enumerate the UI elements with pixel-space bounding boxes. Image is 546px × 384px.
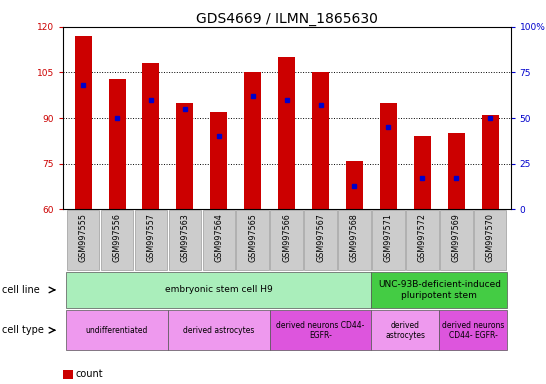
Text: GSM997568: GSM997568 [350, 213, 359, 262]
Text: cell type: cell type [2, 325, 44, 335]
Bar [278, 57, 295, 209]
Text: derived
astrocytes: derived astrocytes [385, 321, 425, 340]
Bar [210, 112, 227, 209]
Text: UNC-93B-deficient-induced
pluripotent stem: UNC-93B-deficient-induced pluripotent st… [378, 280, 501, 300]
Bar [482, 115, 498, 209]
Bar [203, 210, 235, 270]
Bar [66, 272, 371, 308]
Bar [135, 210, 167, 270]
Text: derived astrocytes: derived astrocytes [183, 326, 254, 335]
Bar [75, 36, 92, 209]
Text: GSM997566: GSM997566 [282, 213, 291, 262]
Text: cell line: cell line [2, 285, 39, 295]
Text: embryonic stem cell H9: embryonic stem cell H9 [165, 285, 272, 295]
Text: count: count [76, 369, 104, 379]
Bar [304, 210, 337, 270]
Bar [474, 210, 507, 270]
Bar [448, 133, 465, 209]
Bar [244, 73, 261, 209]
Bar [440, 310, 507, 350]
Text: GSM997565: GSM997565 [248, 213, 257, 262]
Text: GSM997571: GSM997571 [384, 213, 393, 262]
Text: derived neurons CD44-
EGFR-: derived neurons CD44- EGFR- [276, 321, 365, 340]
Bar [406, 210, 438, 270]
Bar [168, 310, 270, 350]
Bar [371, 310, 440, 350]
Bar [372, 210, 405, 270]
Text: derived neurons
CD44- EGFR-: derived neurons CD44- EGFR- [442, 321, 505, 340]
Text: GSM997557: GSM997557 [146, 213, 156, 262]
Bar [338, 210, 371, 270]
Bar [414, 136, 431, 209]
Bar [66, 310, 168, 350]
Text: undifferentiated: undifferentiated [86, 326, 149, 335]
Bar [143, 63, 159, 209]
Bar [371, 272, 507, 308]
Text: GSM997555: GSM997555 [79, 213, 88, 262]
Bar [63, 370, 73, 379]
Text: GSM997567: GSM997567 [316, 213, 325, 262]
Text: GSM997564: GSM997564 [215, 213, 223, 262]
Bar [270, 210, 303, 270]
Bar [270, 310, 371, 350]
Bar [67, 210, 99, 270]
Text: GSM997572: GSM997572 [418, 213, 427, 262]
Bar [176, 103, 193, 209]
Text: GSM997563: GSM997563 [180, 213, 189, 262]
Text: GSM997556: GSM997556 [112, 213, 122, 262]
Bar [312, 73, 329, 209]
Bar [346, 161, 363, 209]
Text: GSM997569: GSM997569 [452, 213, 461, 262]
Bar [169, 210, 201, 270]
Bar [440, 210, 472, 270]
Bar [101, 210, 133, 270]
Title: GDS4669 / ILMN_1865630: GDS4669 / ILMN_1865630 [195, 12, 378, 26]
Text: GSM997570: GSM997570 [485, 213, 495, 262]
Bar [236, 210, 269, 270]
Bar [380, 103, 397, 209]
Bar [109, 79, 126, 209]
